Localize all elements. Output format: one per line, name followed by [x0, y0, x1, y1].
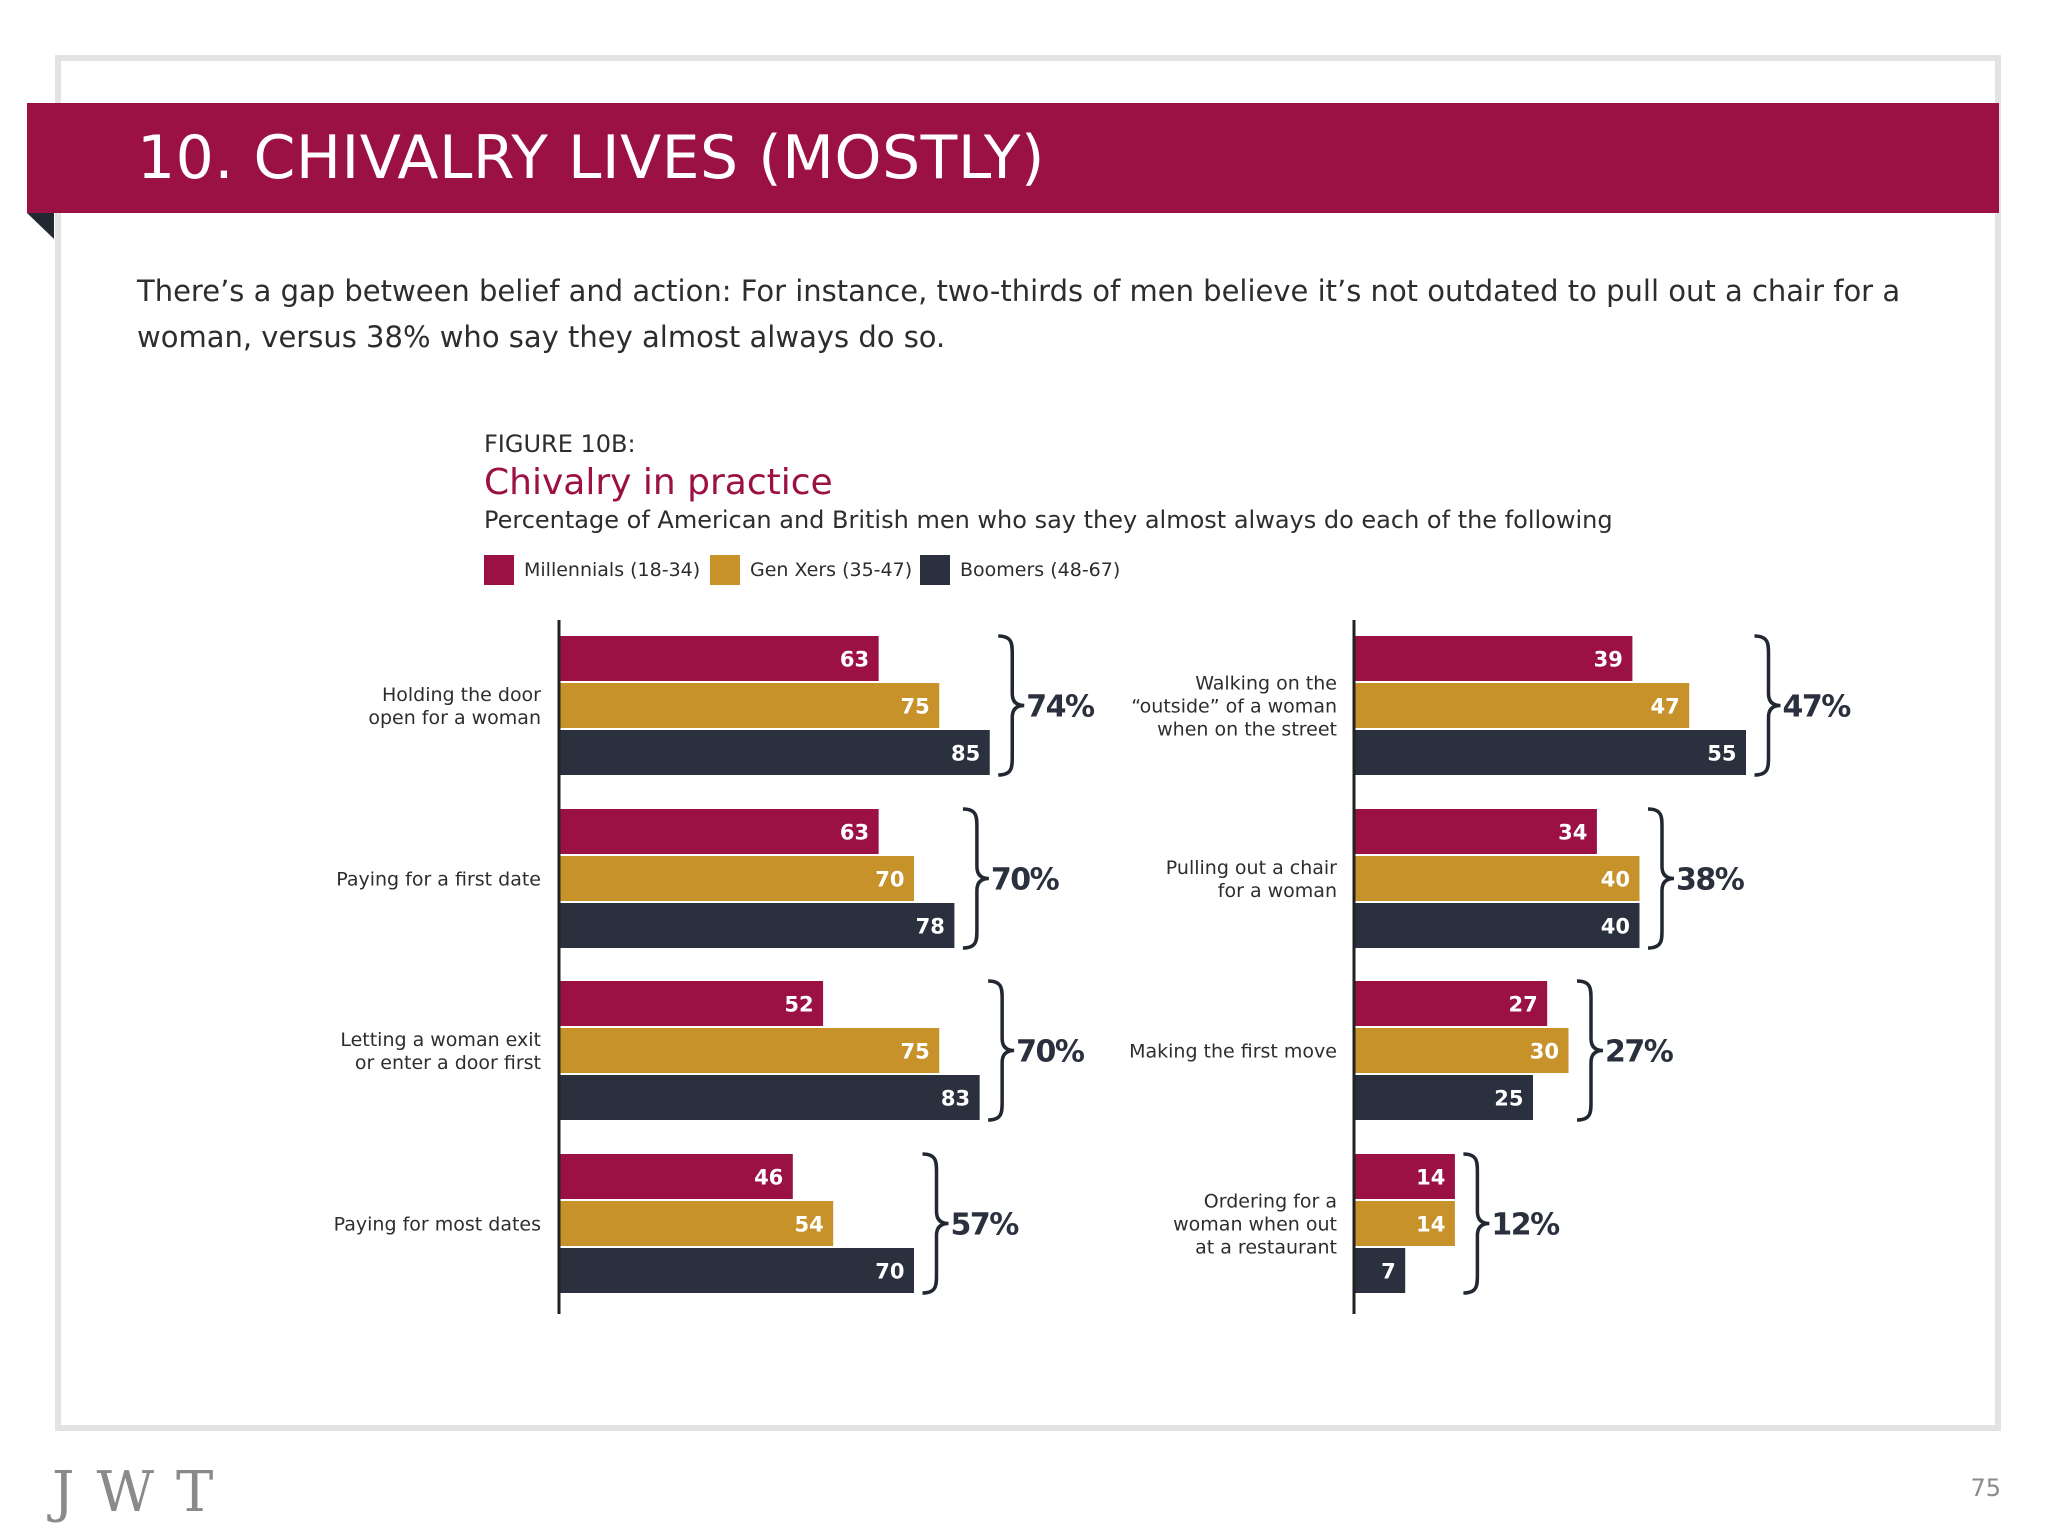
- bar-value-label: 30: [1530, 1040, 1559, 1064]
- intro-text: There’s a gap between belief and action:…: [137, 274, 1901, 354]
- category-label: or enter a door first: [355, 1052, 541, 1074]
- category-label: Making the first move: [1129, 1041, 1337, 1063]
- bar-value-label: 14: [1416, 1166, 1445, 1190]
- legend-item-millennials: Millennials (18-34): [484, 555, 700, 585]
- group-total-label: 57%: [951, 1208, 1020, 1243]
- bar-p2-g1-s2: [1355, 683, 1690, 728]
- bar-p1-g3-s1: [560, 981, 824, 1026]
- category-label: at a restaurant: [1195, 1237, 1337, 1259]
- bar-p2-g4-s2: [1355, 1201, 1455, 1246]
- bar-value-label: 40: [1601, 868, 1630, 892]
- jwt-logo: JWT: [52, 1460, 236, 1525]
- group-total-label: 27%: [1605, 1035, 1674, 1070]
- legend-label-genx: Gen Xers (35-47): [750, 559, 913, 581]
- bar-value-label: 55: [1707, 742, 1736, 766]
- group-total-label: 70%: [991, 863, 1060, 898]
- category-label: Paying for most dates: [334, 1214, 541, 1236]
- group-total-label: 12%: [1491, 1208, 1560, 1243]
- page-number: 75: [1970, 1474, 2001, 1502]
- bar-p2-g2-s2: [1355, 856, 1640, 901]
- banner-fold: [27, 213, 54, 239]
- bar-value-label: 75: [901, 1040, 930, 1064]
- figure-title: Chivalry in practice: [484, 462, 833, 503]
- group-brace: [988, 979, 1015, 1122]
- legend-label-millennials: Millennials (18-34): [524, 559, 701, 581]
- bar-value-label: 83: [941, 1087, 970, 1111]
- category-label: Ordering for a: [1204, 1191, 1337, 1213]
- bar-p1-g4-s3: [560, 1248, 914, 1293]
- category-label: open for a woman: [368, 707, 541, 729]
- bar-p1-g1-s2: [560, 683, 940, 728]
- group-total-label: 70%: [1016, 1035, 1085, 1070]
- bar-p1-g1-s1: [560, 636, 879, 681]
- bar-value-label: 34: [1558, 821, 1587, 845]
- category-label: for a woman: [1218, 880, 1337, 902]
- bar-value-label: 7: [1381, 1260, 1396, 1284]
- legend-swatch-boomers: [920, 555, 950, 585]
- bar-p1-g3-s3: [560, 1075, 980, 1120]
- category-label: Holding the door: [382, 684, 541, 706]
- group-brace: [998, 634, 1025, 777]
- bar-p2-g2-s1: [1355, 809, 1597, 854]
- category-label: Letting a woman exit: [340, 1029, 541, 1051]
- bar-value-label: 25: [1494, 1087, 1523, 1111]
- group-total-label: 74%: [1026, 690, 1095, 725]
- group-brace: [1647, 807, 1675, 950]
- category-label: Paying for a first date: [336, 869, 541, 891]
- group-brace: [1576, 979, 1604, 1122]
- bar-value-label: 63: [840, 821, 869, 845]
- group-brace: [1754, 634, 1781, 777]
- legend-item-genx: Gen Xers (35-47): [710, 555, 912, 585]
- group-total-label: 38%: [1676, 863, 1745, 898]
- title-banner: [27, 103, 1999, 213]
- bar-p1-g4-s1: [560, 1154, 793, 1199]
- slide-title: 10. CHIVALRY LIVES (MOSTLY): [137, 123, 1045, 193]
- bar-value-label: 52: [784, 993, 813, 1017]
- bar-p2-g1-s3: [1355, 730, 1746, 775]
- group-brace: [1463, 1152, 1490, 1295]
- bar-value-label: 39: [1594, 648, 1623, 672]
- category-label: “outside” of a woman: [1131, 696, 1337, 718]
- figure-subtitle: Percentage of American and British men w…: [484, 506, 1613, 534]
- bar-p2-g1-s1: [1355, 636, 1633, 681]
- bar-value-label: 63: [840, 648, 869, 672]
- bar-value-label: 27: [1508, 993, 1537, 1017]
- bar-value-label: 78: [916, 915, 945, 939]
- bar-p1-g2-s3: [560, 903, 955, 948]
- category-label: Walking on the: [1195, 673, 1337, 695]
- bar-p2-g4-s1: [1355, 1154, 1455, 1199]
- bar-p1-g2-s1: [560, 809, 879, 854]
- legend-item-boomers: Boomers (48-67): [920, 555, 1120, 585]
- slide-frame: [55, 55, 2001, 1431]
- bar-value-label: 46: [754, 1166, 783, 1190]
- bar-value-label: 40: [1601, 915, 1630, 939]
- group-brace: [962, 807, 989, 950]
- bar-p2-g3-s1: [1355, 981, 1548, 1026]
- bar-p1-g3-s2: [560, 1028, 940, 1073]
- legend-swatch-genx: [710, 555, 740, 585]
- bar-value-label: 70: [875, 1260, 904, 1284]
- group-total-label: 47%: [1783, 690, 1852, 725]
- legend-swatch-millennials: [484, 555, 514, 585]
- bar-value-label: 54: [794, 1213, 823, 1237]
- group-brace: [922, 1152, 949, 1295]
- bar-p2-g4-s3: [1355, 1248, 1406, 1293]
- bar-p1-g2-s2: [560, 856, 914, 901]
- bar-p2-g2-s3: [1355, 903, 1640, 948]
- category-label: when on the street: [1157, 719, 1337, 741]
- bar-value-label: 14: [1416, 1213, 1445, 1237]
- bar-p2-g3-s3: [1355, 1075, 1533, 1120]
- bar-value-label: 70: [875, 868, 904, 892]
- category-label: Pulling out a chair: [1166, 857, 1337, 879]
- bar-value-label: 75: [901, 695, 930, 719]
- category-label: woman when out: [1173, 1214, 1337, 1236]
- figure-label: FIGURE 10B:: [484, 430, 636, 458]
- bar-value-label: 47: [1650, 695, 1679, 719]
- bar-p2-g3-s2: [1355, 1028, 1569, 1073]
- bar-value-label: 85: [951, 742, 980, 766]
- bar-p1-g1-s3: [560, 730, 990, 775]
- legend-label-boomers: Boomers (48-67): [960, 559, 1121, 581]
- bar-p1-g4-s2: [560, 1201, 834, 1246]
